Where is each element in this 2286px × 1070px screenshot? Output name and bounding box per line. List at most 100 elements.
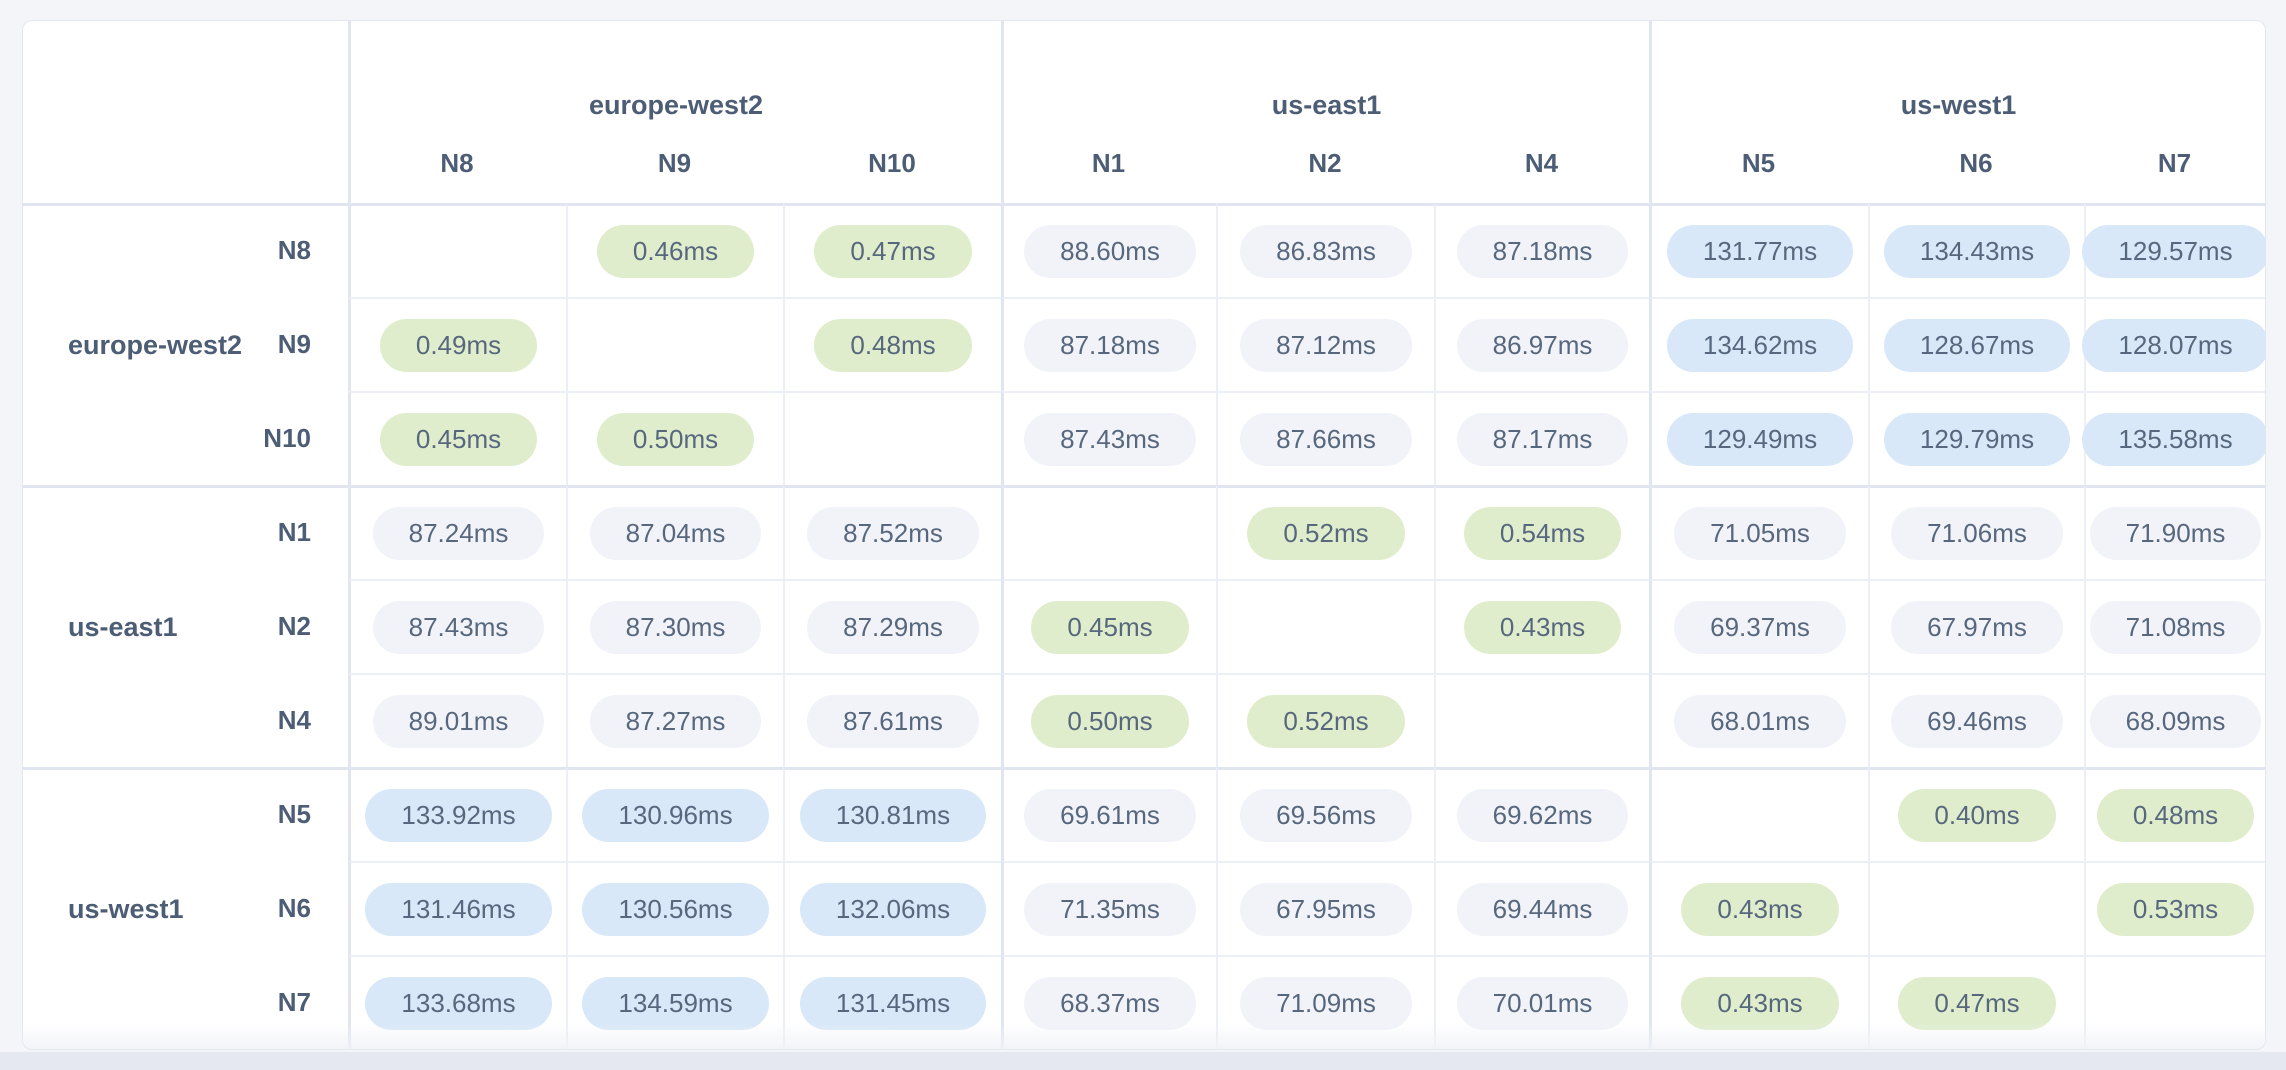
latency-pill[interactable]: 87.52ms <box>807 507 979 560</box>
latency-pill[interactable]: 71.09ms <box>1240 976 1412 1030</box>
latency-pill[interactable]: 129.49ms <box>1666 412 1854 466</box>
latency-pill[interactable]: 0.53ms <box>2096 882 2255 936</box>
latency-pill[interactable]: 71.08ms <box>2089 600 2262 654</box>
latency-pill[interactable]: 132.06ms <box>799 882 987 936</box>
latency-pill[interactable]: 87.30ms <box>589 600 762 654</box>
latency-cell: 0.47ms <box>783 203 1001 297</box>
latency-pill[interactable]: 0.43ms <box>1681 976 1839 1030</box>
latency-pill[interactable]: 71.05ms <box>1674 507 1846 560</box>
latency-pill[interactable]: 0.47ms <box>1898 976 2056 1030</box>
column-group-title: us-east1 <box>1271 89 1382 120</box>
latency-pill[interactable]: 129.79ms <box>1883 412 2071 466</box>
latency-pill[interactable]: 130.81ms <box>799 789 987 842</box>
latency-pill[interactable]: 69.62ms <box>1456 789 1629 842</box>
latency-pill[interactable]: 131.77ms <box>1666 225 1854 278</box>
latency-pill[interactable]: 87.66ms <box>1240 412 1412 466</box>
latency-pill[interactable]: 88.60ms <box>1024 225 1196 278</box>
latency-pill[interactable]: 87.27ms <box>589 694 762 748</box>
latency-pill[interactable]: 87.18ms <box>1024 318 1196 372</box>
latency-pill[interactable]: 131.46ms <box>365 882 552 936</box>
latency-pill[interactable]: 69.44ms <box>1456 882 1629 936</box>
latency-pill[interactable]: 87.17ms <box>1456 412 1629 466</box>
latency-pill[interactable]: 0.43ms <box>1681 882 1839 936</box>
latency-pill[interactable]: 135.58ms <box>2082 412 2265 466</box>
latency-pill[interactable]: 134.59ms <box>582 976 769 1030</box>
latency-cell-self <box>2084 955 2265 1049</box>
latency-pill[interactable]: 87.29ms <box>807 600 979 654</box>
latency-pill[interactable]: 0.43ms <box>1463 600 1622 654</box>
latency-cell: 0.50ms <box>566 391 783 485</box>
latency-pill[interactable]: 87.24ms <box>372 507 545 560</box>
latency-pill[interactable]: 87.61ms <box>807 694 979 748</box>
horizontal-scrollbar-track[interactable] <box>0 1052 2286 1070</box>
latency-matrix-panel: europe-west2 N8 N9 N10 us-east1 N1 N2 N4 us-west… <box>22 20 2266 1050</box>
latency-cell: 69.37ms <box>1649 579 1868 673</box>
latency-pill[interactable]: 0.47ms <box>814 225 972 278</box>
latency-pill[interactable]: 71.35ms <box>1024 882 1196 936</box>
latency-pill[interactable]: 71.06ms <box>1891 507 2063 560</box>
latency-pill[interactable]: 0.45ms <box>1031 600 1189 654</box>
latency-pill[interactable]: 130.56ms <box>582 882 769 936</box>
latency-pill[interactable]: 69.56ms <box>1240 789 1412 842</box>
latency-cell: 0.43ms <box>1434 579 1649 673</box>
latency-pill[interactable]: 68.37ms <box>1024 976 1196 1030</box>
latency-pill[interactable]: 89.01ms <box>372 694 545 748</box>
latency-pill[interactable]: 134.62ms <box>1666 318 1854 372</box>
latency-pill[interactable]: 69.46ms <box>1891 694 2063 748</box>
latency-pill[interactable]: 86.97ms <box>1456 318 1629 372</box>
latency-pill[interactable]: 0.49ms <box>379 318 538 372</box>
latency-pill[interactable]: 0.54ms <box>1463 507 1622 560</box>
latency-cell: 0.40ms <box>1868 767 2084 861</box>
latency-pill[interactable]: 87.18ms <box>1456 225 1629 278</box>
latency-cell-self <box>1649 767 1868 861</box>
latency-pill[interactable]: 0.40ms <box>1898 789 2056 842</box>
latency-cell: 71.09ms <box>1216 955 1434 1049</box>
latency-pill[interactable]: 133.68ms <box>365 976 552 1030</box>
latency-pill[interactable]: 87.04ms <box>589 507 762 560</box>
column-header-node: N9 <box>657 148 692 178</box>
latency-cell: 71.08ms <box>2084 579 2265 673</box>
column-header-node: N5 <box>1741 148 1776 178</box>
latency-cell: 69.44ms <box>1434 861 1649 955</box>
latency-cell: 129.49ms <box>1649 391 1868 485</box>
latency-pill[interactable]: 0.52ms <box>1247 694 1405 748</box>
latency-cell: 129.57ms <box>2082 203 2265 297</box>
latency-pill[interactable]: 67.95ms <box>1240 882 1412 936</box>
latency-cell: 0.48ms <box>783 297 1001 391</box>
latency-pill[interactable]: 129.57ms <box>2082 225 2265 278</box>
latency-pill[interactable]: 87.12ms <box>1240 318 1412 372</box>
latency-pill[interactable]: 131.45ms <box>799 976 987 1030</box>
latency-pill[interactable]: 0.50ms <box>596 412 755 466</box>
latency-pill[interactable]: 0.52ms <box>1247 507 1405 560</box>
latency-pill[interactable]: 133.92ms <box>365 789 552 842</box>
latency-pill[interactable]: 0.48ms <box>2096 789 2255 842</box>
latency-pill[interactable]: 87.43ms <box>372 600 545 654</box>
latency-cell: 69.46ms <box>1868 673 2084 767</box>
latency-pill[interactable]: 128.07ms <box>2082 318 2265 372</box>
latency-cell: 134.62ms <box>1649 297 1868 391</box>
latency-pill[interactable]: 69.61ms <box>1024 789 1196 842</box>
latency-pill[interactable]: 0.48ms <box>814 318 972 372</box>
latency-pill[interactable]: 130.96ms <box>582 789 769 842</box>
row-group-header-us-east1: us-east1 <box>23 485 348 767</box>
row-header-node: N4 <box>277 704 311 735</box>
row-group-header-us-west1: us-west1 <box>23 767 348 1049</box>
latency-pill[interactable]: 71.90ms <box>2089 507 2262 560</box>
latency-pill[interactable]: 68.09ms <box>2089 694 2262 748</box>
latency-pill[interactable]: 87.43ms <box>1024 412 1196 466</box>
latency-pill[interactable]: 70.01ms <box>1456 976 1629 1030</box>
latency-pill[interactable]: 69.37ms <box>1674 600 1846 654</box>
latency-pill[interactable]: 0.50ms <box>1031 694 1189 748</box>
latency-pill[interactable]: 128.67ms <box>1883 318 2071 372</box>
latency-pill[interactable]: 0.46ms <box>596 225 755 278</box>
latency-cell-self <box>1216 579 1434 673</box>
latency-pill[interactable]: 68.01ms <box>1674 694 1846 748</box>
latency-cell: 87.43ms <box>1001 391 1216 485</box>
latency-pill[interactable]: 134.43ms <box>1883 225 2071 278</box>
latency-cell: 67.97ms <box>1868 579 2084 673</box>
latency-pill[interactable]: 67.97ms <box>1891 600 2063 654</box>
latency-pill[interactable]: 86.83ms <box>1240 225 1412 278</box>
column-group-header-us-west1: us-west1 <box>1649 21 2265 203</box>
latency-pill[interactable]: 0.45ms <box>379 412 538 466</box>
